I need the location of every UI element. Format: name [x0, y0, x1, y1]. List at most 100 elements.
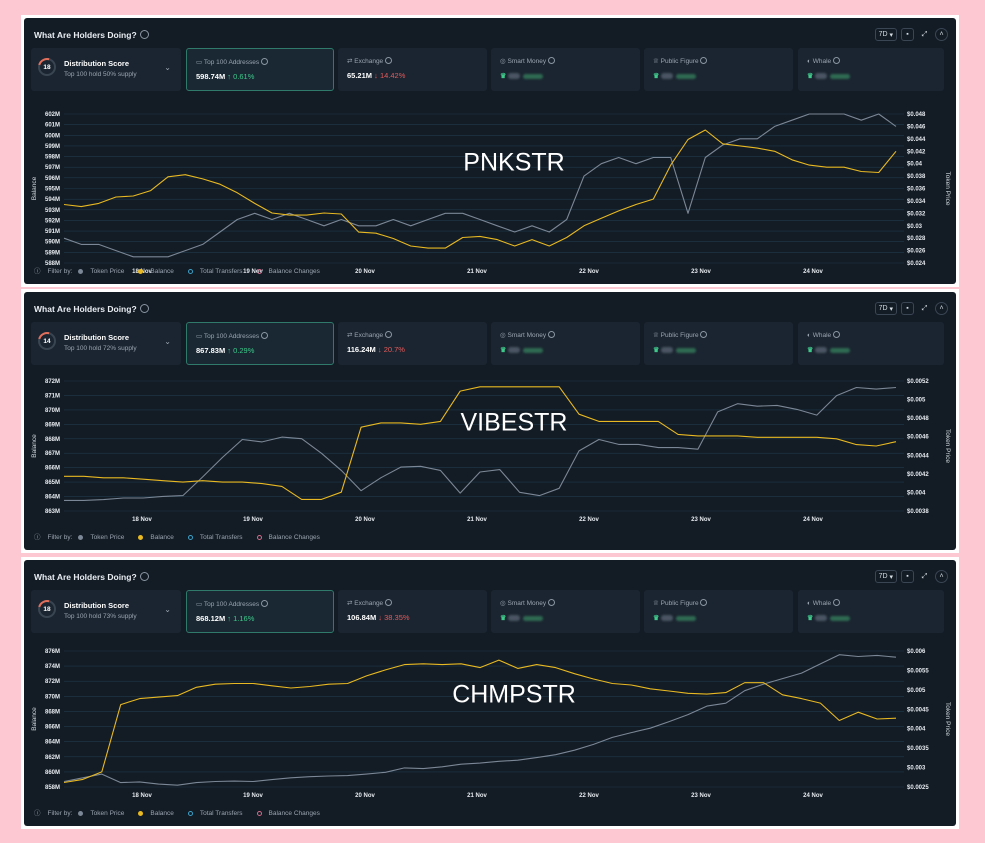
- info-icon[interactable]: [385, 599, 392, 606]
- info-icon[interactable]: [139, 30, 149, 39]
- info-icon[interactable]: [547, 599, 555, 606]
- brain-icon: ◎: [500, 600, 506, 607]
- collapse-icon[interactable]: ˄: [935, 28, 948, 41]
- info-icon[interactable]: [547, 57, 555, 64]
- filter-token-price[interactable]: Token Price: [78, 810, 131, 817]
- collapse-icon[interactable]: ˄: [935, 570, 948, 583]
- exchange-icon: ⇄: [347, 58, 353, 65]
- tile-label: ♕ Public Figure: [653, 57, 708, 65]
- filter-total-transfers[interactable]: Total Transfers: [187, 268, 250, 275]
- tile-label: ⇄ Exchange: [347, 57, 392, 65]
- panel-card: What Are Holders Doing? 7D ▾ ▪ ⤢ ˄ 14 Distribu…: [24, 292, 956, 550]
- filter-balance[interactable]: Balance: [138, 810, 181, 817]
- tile-value: 116.24M ↓ 20.7%: [347, 345, 405, 354]
- tile-dist[interactable]: 18 Distribution Score Top 100 hold 73% sup…: [31, 590, 181, 633]
- tile-smart[interactable]: ◎ Smart Money ♛: [491, 322, 640, 365]
- y2-tick-label: $0.036: [907, 187, 926, 193]
- tile-smart[interactable]: ◎ Smart Money ♛: [491, 48, 640, 91]
- tile-value-hidden: ♛: [653, 613, 697, 622]
- y-tick-label: 872M: [45, 679, 60, 685]
- tile-public[interactable]: ♕ Public Figure ♛: [644, 48, 793, 91]
- y2-tick-label: $0.026: [907, 249, 926, 255]
- info-icon[interactable]: [833, 331, 840, 338]
- x-tick-label: 19 Nov: [243, 269, 263, 275]
- tile-value: 65.21M ↓ 14.42%: [347, 71, 406, 80]
- info-icon[interactable]: [833, 57, 840, 64]
- info-icon[interactable]: [260, 332, 268, 339]
- y2-tick-label: $0.048: [907, 112, 926, 118]
- filter-token-price[interactable]: Token Price: [78, 268, 131, 275]
- y2-tick-label: $0.0025: [907, 785, 929, 791]
- tile-public[interactable]: ♕ Public Figure ♛: [644, 590, 793, 633]
- filter-balance[interactable]: Balance: [138, 534, 181, 541]
- timeframe-dropdown[interactable]: 7D ▾: [874, 28, 897, 41]
- y-tick-label: 599M: [45, 144, 60, 150]
- info-icon[interactable]: [139, 572, 149, 581]
- filter-bar: ⓘ Filter by: Token Price Balance Total Trans…: [34, 531, 334, 541]
- calendar-icon[interactable]: ▪: [901, 302, 914, 315]
- info-icon[interactable]: [385, 57, 392, 64]
- whale-icon: ◐: [807, 332, 811, 339]
- info-icon[interactable]: [260, 58, 268, 65]
- info-icon[interactable]: [139, 304, 149, 313]
- info-icon[interactable]: [547, 331, 555, 338]
- info-icon[interactable]: [700, 599, 708, 606]
- chevron-down-icon[interactable]: ⌄: [164, 63, 171, 72]
- y-tick-label: 592M: [45, 218, 60, 224]
- info-icon[interactable]: [700, 331, 708, 338]
- calendar-icon[interactable]: ▪: [901, 28, 914, 41]
- info-icon[interactable]: [260, 600, 268, 607]
- filter-balance-changes[interactable]: Balance Changes: [256, 810, 327, 817]
- legend-dot-icon: [138, 534, 144, 540]
- tile-value: 598.74M ↑ 0.61%: [196, 72, 255, 81]
- chevron-down-icon[interactable]: ⌄: [164, 337, 171, 346]
- series-line-balance: [63, 659, 897, 784]
- tile-public[interactable]: ♕ Public Figure ♛: [644, 322, 793, 365]
- y-tick-label: 598M: [45, 155, 60, 161]
- tile-whale[interactable]: ◐ Whale ♛: [798, 322, 944, 365]
- y-tick-label: 863M: [45, 509, 60, 515]
- tile-top100[interactable]: ▭ Top 100 Addresses 868.12M ↑ 1.16%: [186, 590, 334, 633]
- filter-balance-changes[interactable]: Balance Changes: [256, 268, 327, 275]
- y-tick-label: 600M: [45, 133, 60, 139]
- tile-exchange[interactable]: ⇄ Exchange 65.21M ↓ 14.42%: [338, 48, 487, 91]
- y-tick-label: 870M: [45, 694, 60, 700]
- y-axis-label: Balance: [31, 434, 38, 458]
- tile-whale[interactable]: ◐ Whale ♛: [798, 590, 944, 633]
- tile-smart[interactable]: ◎ Smart Money ♛: [491, 590, 640, 633]
- y2-tick-label: $0.038: [907, 174, 926, 180]
- expand-icon[interactable]: ⤢: [921, 30, 928, 38]
- filter-total-transfers[interactable]: Total Transfers: [187, 534, 250, 541]
- tile-dist[interactable]: 14 Distribution Score Top 100 hold 72% sup…: [31, 322, 181, 365]
- info-icon[interactable]: [385, 331, 392, 338]
- info-icon[interactable]: [700, 57, 708, 64]
- tile-top100[interactable]: ▭ Top 100 Addresses 598.74M ↑ 0.61%: [186, 48, 334, 91]
- tile-value-hidden: ♛: [653, 71, 697, 80]
- legend-dot-icon: [187, 268, 193, 274]
- filter-balance[interactable]: Balance: [138, 268, 181, 275]
- tile-top100[interactable]: ▭ Top 100 Addresses 867.83M ↑ 0.29%: [186, 322, 334, 365]
- tile-whale[interactable]: ◐ Whale ♛: [798, 48, 944, 91]
- info-icon[interactable]: [833, 599, 840, 606]
- filter-token-price[interactable]: Token Price: [78, 534, 131, 541]
- y-tick-label: 597M: [45, 165, 60, 171]
- timeframe-dropdown[interactable]: 7D ▾: [874, 302, 897, 315]
- y-tick-label: 601M: [45, 123, 60, 129]
- y2-tick-label: $0.046: [907, 124, 926, 130]
- expand-icon[interactable]: ⤢: [921, 572, 928, 580]
- y-tick-label: 866M: [45, 725, 60, 731]
- collapse-icon[interactable]: ˄: [935, 302, 948, 315]
- tile-exchange[interactable]: ⇄ Exchange 106.84M ↓ 38.35%: [338, 590, 487, 633]
- y-tick-label: 596M: [45, 176, 60, 182]
- expand-icon[interactable]: ⤢: [921, 304, 928, 312]
- calendar-icon[interactable]: ▪: [901, 570, 914, 583]
- chevron-down-icon[interactable]: ⌄: [164, 605, 171, 614]
- filter-total-transfers[interactable]: Total Transfers: [187, 810, 250, 817]
- tile-label: ♕ Public Figure: [653, 599, 708, 607]
- tile-value-hidden: ♛: [500, 345, 544, 354]
- tile-exchange[interactable]: ⇄ Exchange 116.24M ↓ 20.7%: [338, 322, 487, 365]
- filter-balance-changes[interactable]: Balance Changes: [256, 534, 327, 541]
- timeframe-dropdown[interactable]: 7D ▾: [874, 570, 897, 583]
- x-tick-label: 21 Nov: [467, 517, 487, 523]
- tile-dist[interactable]: 18 Distribution Score Top 100 hold 50% sup…: [31, 48, 181, 91]
